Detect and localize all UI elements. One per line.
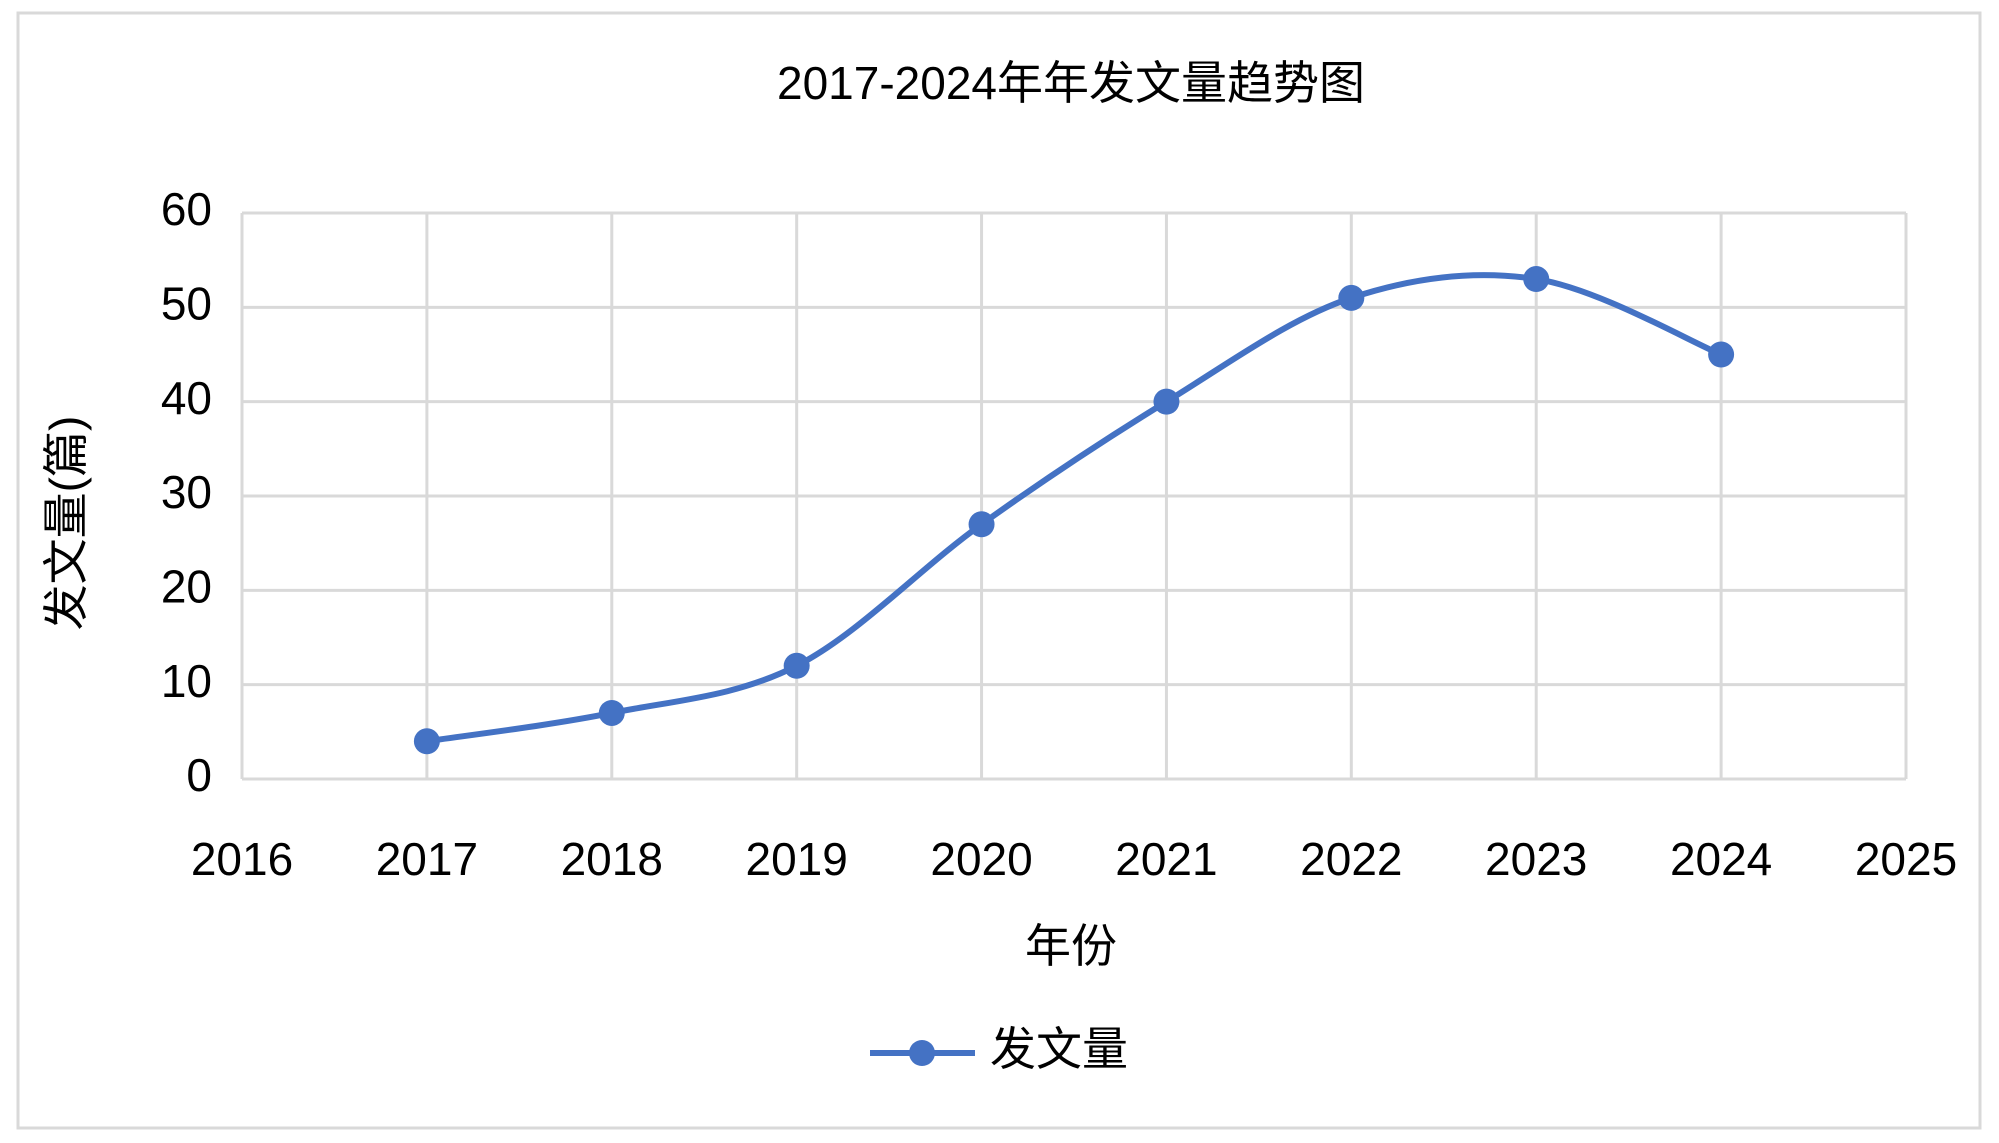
y-tick-label: 20 — [161, 560, 212, 612]
chart-border — [16, 11, 1982, 1130]
x-tick-label: 2019 — [745, 833, 847, 885]
data-point — [968, 511, 995, 538]
legend-label: 发文量 — [990, 1023, 1128, 1075]
y-tick-label: 0 — [186, 749, 212, 801]
y-tick-label: 30 — [161, 466, 212, 518]
x-tick-label: 2022 — [1300, 833, 1402, 885]
x-tick-label: 2024 — [1670, 833, 1772, 885]
x-tick-label: 2016 — [191, 833, 293, 885]
data-point — [1153, 388, 1180, 415]
legend-marker — [909, 1040, 935, 1066]
y-tick-label: 50 — [161, 277, 212, 329]
chart-title: 2017-2024年年发文量趋势图 — [777, 57, 1365, 109]
x-tick-label: 2025 — [1855, 833, 1957, 885]
data-point — [598, 699, 625, 726]
data-point — [413, 728, 440, 755]
x-tick-label: 2020 — [930, 833, 1032, 885]
x-tick-label: 2018 — [561, 833, 663, 885]
x-axis-label: 年份 — [1025, 920, 1117, 972]
x-tick-label: 2023 — [1485, 833, 1587, 885]
y-tick-label: 60 — [161, 183, 212, 235]
data-point — [1708, 341, 1735, 368]
y-tick-label: 40 — [161, 372, 212, 424]
data-point — [783, 652, 810, 679]
y-axis-label: 发文量(篇) — [40, 416, 92, 631]
series-line — [426, 272, 1723, 745]
x-tick-label: 2017 — [376, 833, 478, 885]
y-tick-label: 10 — [161, 655, 212, 707]
x-tick-label: 2021 — [1115, 833, 1217, 885]
data-point — [1338, 284, 1365, 311]
data-point — [1523, 266, 1550, 293]
